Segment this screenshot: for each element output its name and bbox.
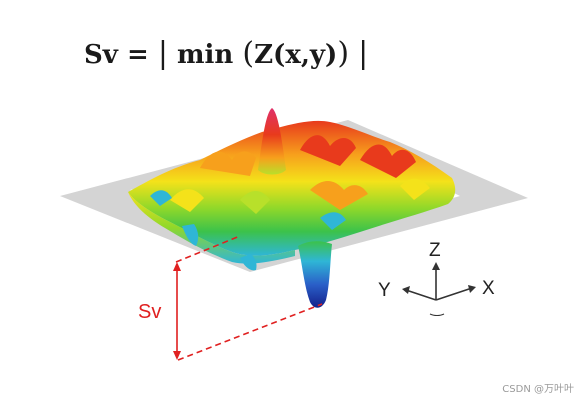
axis-origin-arc: [429, 313, 445, 316]
formula-equals: =: [126, 40, 149, 70]
surface-dip-left: [182, 224, 199, 246]
sv-depth-marker: Sv: [138, 235, 323, 361]
surface-front-edge: [128, 192, 295, 264]
abs-bar-right: |: [358, 36, 369, 71]
axis-indicator: [402, 262, 476, 316]
watermark: CSDN @万叶叶: [502, 384, 574, 395]
abs-bar-left: |: [157, 36, 168, 71]
z-axis-label: Z: [429, 240, 441, 261]
paren-right: ): [337, 36, 350, 71]
formula-lhs: Sv: [84, 40, 118, 70]
sv-formula: Sv = | min (Z(x,y)) |: [84, 36, 368, 71]
surface-bumps: [150, 135, 430, 230]
sv-top-dashed-line: [175, 235, 241, 263]
formula-func: min: [176, 40, 234, 70]
z-arrow-head: [432, 262, 440, 270]
sv-arrow-top: [173, 262, 181, 271]
formula-arg: Z(x,y): [254, 40, 338, 70]
paren-left: (: [242, 36, 255, 71]
sv-label: Sv: [138, 301, 161, 323]
y-axis-label: Y: [378, 280, 391, 301]
x-arrow-head: [468, 285, 476, 293]
x-axis-line: [435, 287, 473, 301]
sv-arrow-bottom: [173, 351, 181, 360]
sv-bottom-dashed-line: [177, 303, 323, 361]
y-arrow-head: [402, 286, 410, 294]
surface-dip-mid: [240, 254, 257, 271]
x-axis-label: X: [482, 278, 495, 299]
y-axis-line: [405, 289, 437, 301]
surface-pit: [298, 241, 332, 308]
surface-peak: [258, 108, 286, 175]
